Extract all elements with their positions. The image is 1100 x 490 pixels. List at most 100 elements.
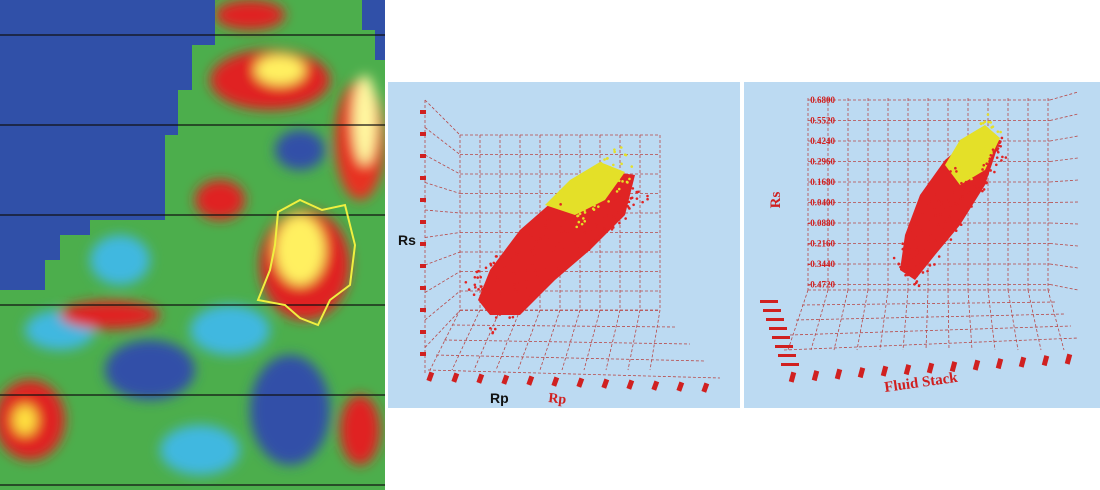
- point: [530, 236, 534, 239]
- axis-tick-marker: [551, 376, 560, 387]
- point: [935, 188, 939, 192]
- point: [576, 214, 579, 218]
- point: [991, 148, 995, 151]
- point: [954, 229, 958, 233]
- point: [988, 157, 992, 160]
- point: [975, 130, 979, 134]
- point: [981, 178, 985, 182]
- point: [545, 226, 548, 229]
- no-data-area: [362, 0, 385, 60]
- axis-tick-marker: [949, 361, 958, 373]
- grid-line: [424, 99, 461, 136]
- point: [559, 203, 562, 206]
- grid-line: [947, 289, 950, 351]
- point: [496, 276, 499, 279]
- point: [594, 223, 598, 226]
- grid-line: [902, 289, 909, 351]
- point: [943, 227, 946, 231]
- point: [583, 231, 587, 235]
- grid-line: [424, 290, 461, 321]
- point: [594, 197, 598, 200]
- point: [553, 246, 556, 249]
- point: [939, 183, 943, 186]
- grid-line: [1027, 289, 1042, 351]
- point: [944, 206, 948, 210]
- point: [641, 200, 644, 204]
- point: [940, 203, 943, 207]
- point: [611, 215, 615, 218]
- point: [928, 213, 932, 217]
- point: [1000, 159, 1003, 162]
- point: [512, 270, 515, 274]
- point: [553, 274, 556, 278]
- y-tick-label: 0.1680: [810, 177, 835, 187]
- point: [937, 255, 941, 258]
- cyan-zone: [190, 305, 270, 355]
- y-tick-label: 0.2960: [810, 157, 835, 167]
- point: [573, 186, 577, 190]
- point: [530, 269, 534, 273]
- grid-line: [627, 309, 641, 371]
- point: [577, 244, 581, 248]
- axis-tick-marker: [420, 264, 426, 268]
- blue-zone: [275, 130, 325, 170]
- point: [530, 228, 534, 231]
- grid-line: [473, 309, 501, 371]
- point: [566, 207, 569, 211]
- point: [906, 258, 910, 262]
- point: [565, 218, 568, 221]
- axis-tick-marker: [995, 358, 1004, 370]
- axis-tick-marker: [781, 363, 799, 366]
- point: [980, 132, 984, 136]
- point: [503, 270, 507, 274]
- point: [536, 274, 540, 277]
- point: [603, 164, 606, 168]
- point: [604, 189, 607, 192]
- y-tick-label: 0.0400: [810, 198, 835, 208]
- grid-line: [987, 289, 996, 351]
- point: [985, 162, 989, 165]
- point: [901, 242, 904, 245]
- y-tick-label: -0.2160: [807, 239, 835, 249]
- point: [905, 241, 908, 245]
- grid-line: [879, 289, 889, 351]
- point: [909, 257, 913, 261]
- point: [935, 237, 938, 240]
- point: [913, 268, 917, 272]
- axis-tick-marker: [676, 381, 685, 392]
- point: [907, 264, 910, 267]
- axis-tick-marker: [420, 198, 426, 202]
- point: [906, 245, 909, 249]
- point: [591, 195, 595, 198]
- grid-line: [561, 309, 581, 371]
- point: [509, 258, 512, 261]
- point: [950, 181, 954, 185]
- axis-tick-marker: [420, 286, 426, 290]
- point: [569, 247, 573, 250]
- point: [604, 192, 607, 196]
- point: [968, 162, 972, 166]
- grid-line: [424, 310, 461, 348]
- point: [583, 204, 587, 208]
- point: [979, 122, 983, 126]
- point: [489, 262, 492, 266]
- point: [935, 197, 939, 201]
- grid-line: [1047, 289, 1065, 351]
- point: [521, 308, 525, 311]
- point: [988, 159, 991, 163]
- point: [943, 220, 947, 223]
- point: [921, 212, 924, 216]
- point: [531, 263, 534, 267]
- grid-line: [424, 127, 461, 155]
- point: [945, 182, 949, 186]
- point: [571, 239, 575, 243]
- point: [999, 140, 1002, 143]
- point: [1000, 136, 1004, 140]
- axis-tick-marker: [857, 367, 866, 379]
- point: [964, 206, 968, 210]
- point: [483, 284, 487, 288]
- point: [599, 184, 602, 188]
- axis-tick-marker: [763, 309, 781, 312]
- point: [612, 226, 615, 229]
- point: [903, 258, 906, 262]
